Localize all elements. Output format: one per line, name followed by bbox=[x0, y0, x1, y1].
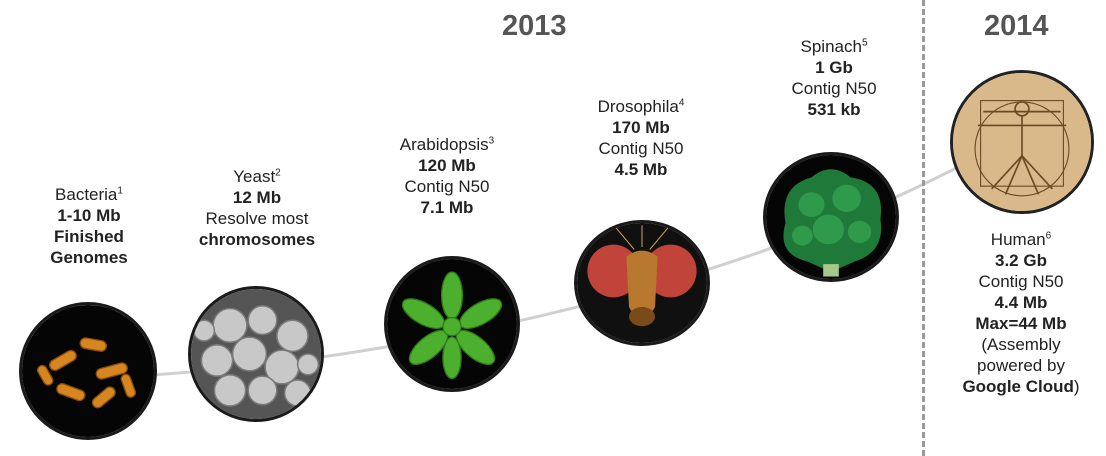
year-2014-heading: 2014 bbox=[984, 10, 1049, 42]
year-divider bbox=[922, 0, 925, 456]
yeast-image bbox=[188, 286, 324, 422]
spinach-image bbox=[763, 152, 899, 282]
vitruvian-man-image bbox=[950, 70, 1094, 214]
human-label: Human6 3.2 Gb Contig N50 4.4 Mb Max=44 M… bbox=[962, 230, 1080, 396]
spinach-label: Spinach5 1 Gb Contig N50 531 kb bbox=[791, 37, 877, 119]
year-2013-heading: 2013 bbox=[502, 10, 567, 42]
drosophila-label: Drosophila4 170 Mb Contig N50 4.5 Mb bbox=[597, 97, 685, 179]
bacteria-label: Bacteria1 1-10 Mb Finished Genomes bbox=[50, 185, 128, 267]
drosophila-image bbox=[574, 220, 710, 346]
bacteria-image bbox=[19, 302, 157, 440]
yeast-label: Yeast2 12 Mb Resolve most chromosomes bbox=[198, 167, 316, 249]
arabidopsis-image bbox=[384, 256, 520, 392]
arabidopsis-label: Arabidopsis3 120 Mb Contig N50 7.1 Mb bbox=[399, 135, 495, 217]
